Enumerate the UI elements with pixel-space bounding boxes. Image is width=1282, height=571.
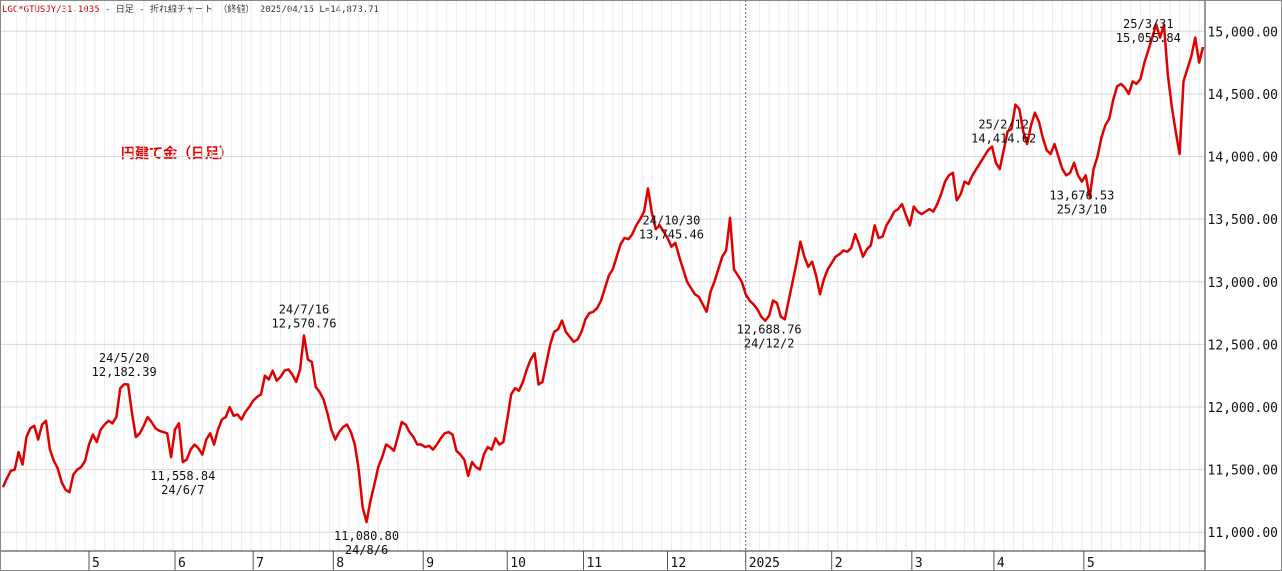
annotation-value: 12,570.76 [271, 316, 336, 330]
y-tick-label: 14,000.00 [1208, 151, 1278, 166]
x-tick-label: 11 [586, 556, 602, 571]
annotation-date: 24/12/2 [744, 337, 795, 351]
y-tick-label: 14,500.00 [1208, 88, 1278, 103]
y-tick-label: 11,500.00 [1208, 464, 1278, 479]
chart-header: LGC*GTUSJY/31.1035 - 日足 - 折れ線チャート （終値） 2… [2, 2, 379, 15]
header-info-text: - 日足 - 折れ線チャート （終値） 2025/04/15 L=14,873.… [99, 5, 380, 15]
annotation-date: 25/3/10 [1057, 203, 1108, 217]
annotation-value: 13,745.46 [639, 228, 704, 242]
annotation-date: 24/10/30 [643, 214, 701, 228]
annotation-date: 25/2/12 [978, 117, 1029, 131]
symbol-text: LGC*GTUSJY/31.1035 [2, 5, 100, 15]
x-tick-label: 2025 [749, 556, 780, 571]
y-tick-label: 11,000.00 [1208, 526, 1278, 541]
annotation-value: 11,558.84 [150, 469, 215, 483]
annotation-date: 24/5/20 [99, 351, 150, 365]
x-tick-label: 4 [997, 556, 1005, 571]
annotation-value: 15,055.84 [1116, 31, 1181, 45]
annotation-value: 12,182.39 [92, 365, 157, 379]
y-tick-label: 15,000.00 [1208, 25, 1278, 40]
x-tick-label: 2 [835, 556, 843, 571]
x-tick-label: 6 [178, 556, 186, 571]
x-tick-label: 5 [92, 556, 100, 571]
y-tick-label: 13,000.00 [1208, 276, 1278, 291]
annotation-date: 25/3/31 [1123, 17, 1174, 31]
x-tick-label: 5 [1087, 556, 1095, 571]
y-tick-label: 12,500.00 [1208, 338, 1278, 353]
x-tick-label: 3 [915, 556, 923, 571]
price-line [1, 23, 1205, 524]
annotation-date: 24/7/16 [279, 302, 330, 316]
x-tick-label: 10 [510, 556, 526, 571]
annotation-value: 11,080.80 [334, 529, 399, 543]
x-tick-label: 8 [336, 556, 344, 571]
x-tick-label: 12 [671, 556, 687, 571]
chart-title: 円建て金（日足） [121, 146, 233, 162]
x-tick-label: 9 [426, 556, 434, 571]
annotation-date: 24/8/6 [345, 543, 388, 557]
annotation-date: 24/6/7 [161, 483, 204, 497]
y-tick-label: 12,000.00 [1208, 401, 1278, 416]
annotation-value: 14,414.62 [971, 131, 1036, 145]
y-tick-label: 13,500.00 [1208, 213, 1278, 228]
annotation-value: 13,676.53 [1049, 189, 1114, 203]
x-tick-label: 7 [256, 556, 264, 571]
annotation-value: 12,688.76 [737, 323, 802, 337]
